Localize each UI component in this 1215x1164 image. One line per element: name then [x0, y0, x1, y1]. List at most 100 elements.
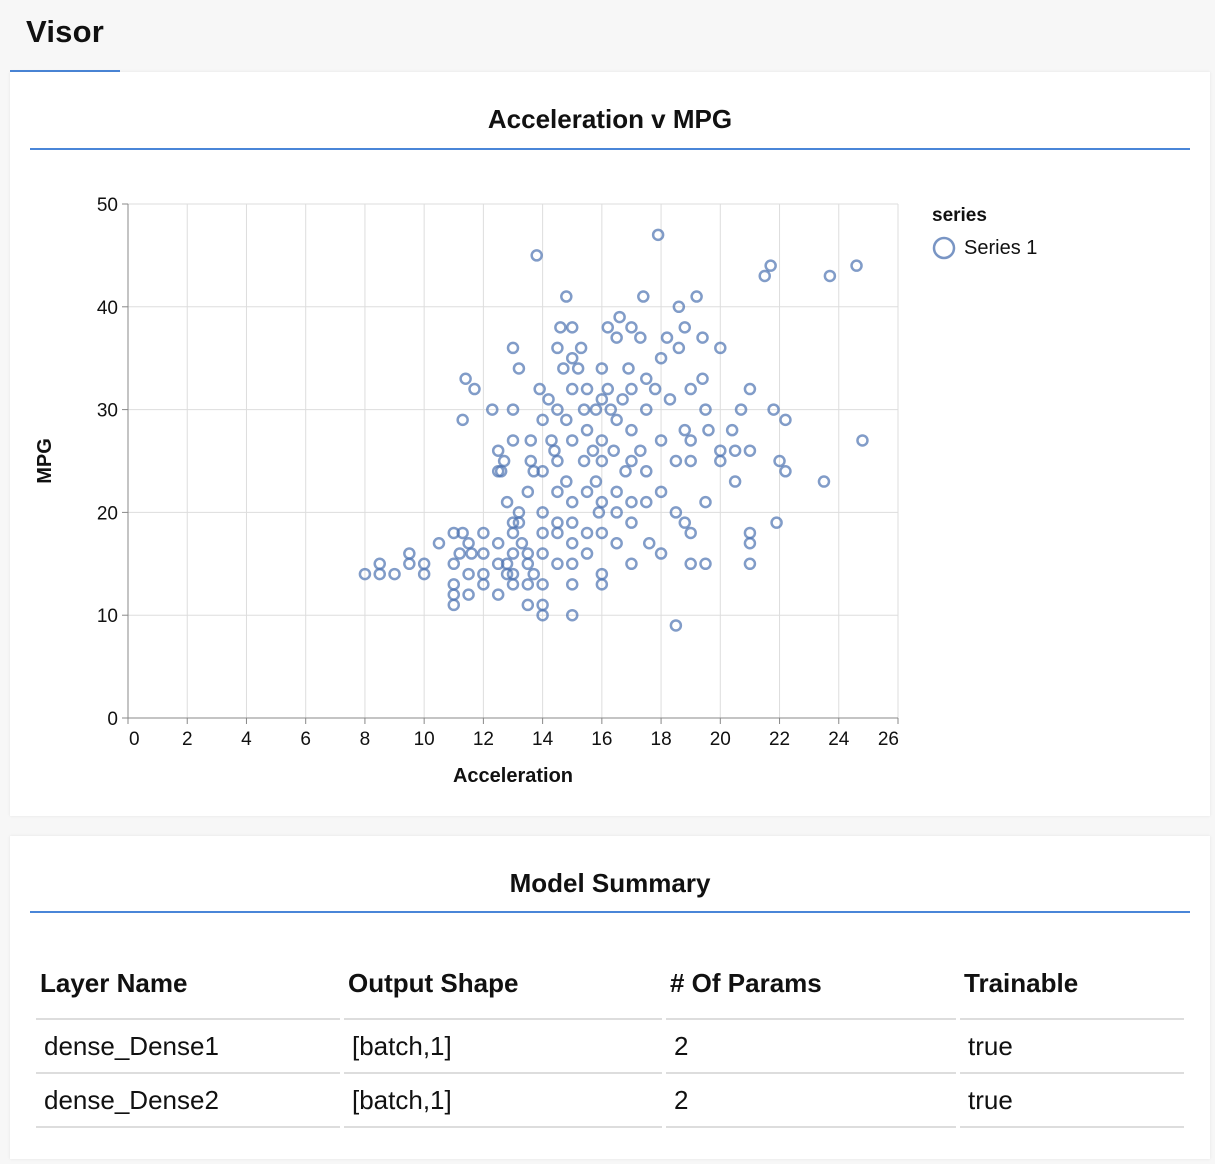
- table-cell: true: [960, 1018, 1184, 1072]
- scatter-point: [580, 526, 594, 540]
- column-header: # Of Params: [670, 967, 822, 998]
- scatter-point: [672, 300, 686, 314]
- scatter-point: [506, 403, 520, 416]
- x-tick-label: 16: [591, 729, 612, 750]
- chart-title-underline: [30, 148, 1190, 150]
- scatter-point: [651, 228, 665, 242]
- scatter-point: [604, 403, 617, 416]
- scatter-point: [690, 290, 703, 303]
- scatter-point: [856, 434, 869, 447]
- scatter-point: [625, 423, 638, 437]
- scatter-point: [678, 423, 692, 437]
- column-header: Trainable: [964, 967, 1079, 998]
- scatter-point: [521, 547, 535, 560]
- scatter-point: [358, 567, 372, 581]
- scatter-point: [500, 495, 514, 509]
- x-tick-label: 10: [414, 729, 435, 750]
- scatter-point: [610, 485, 623, 499]
- scatter-point: [601, 321, 615, 334]
- x-tick-label: 18: [651, 729, 672, 750]
- x-tick-label: 26: [878, 729, 899, 750]
- scatter-point: [634, 331, 647, 344]
- scatter-point: [779, 465, 792, 478]
- scatter-point: [447, 598, 461, 612]
- scatter-point: [850, 259, 863, 272]
- scatter-point: [595, 578, 609, 591]
- scatter-point: [743, 536, 757, 550]
- scatter-point: [565, 557, 579, 571]
- legend-symbol: [932, 236, 956, 260]
- scatter-point: [637, 290, 650, 303]
- scatter-point: [548, 444, 561, 457]
- x-tick-label: 14: [532, 729, 554, 750]
- scatter-point: [714, 341, 727, 355]
- scatter-point: [648, 382, 662, 396]
- scatter-point: [536, 506, 549, 519]
- y-tick-label: 30: [97, 401, 118, 422]
- scatter-point: [373, 557, 386, 571]
- y-tick-label: 10: [97, 606, 118, 627]
- model-summary-card: Model Summary Layer Name Output Shape # …: [10, 836, 1210, 1159]
- scatter-point: [497, 454, 511, 468]
- scatter-point: [610, 536, 623, 550]
- scatter-point: [477, 547, 490, 560]
- scatter-point: [542, 393, 555, 406]
- x-axis-title: Acceleration: [453, 765, 573, 787]
- scatter-point: [554, 321, 567, 334]
- scatter-point: [595, 434, 609, 447]
- scatter-point: [456, 526, 469, 540]
- scatter-point: [663, 393, 677, 406]
- scatter-point: [565, 321, 579, 334]
- y-axis-title: MPG: [34, 438, 56, 484]
- scatter-point: [560, 413, 573, 427]
- scatter-point: [515, 536, 529, 550]
- scatter-point: [560, 475, 573, 488]
- x-tick-label: 0: [129, 729, 140, 750]
- scatter-point: [595, 495, 609, 509]
- scatter-point: [465, 547, 478, 560]
- scatter-point: [530, 249, 543, 262]
- scatter-point: [642, 536, 656, 550]
- scatter-point: [506, 526, 520, 540]
- scatter-point: [684, 434, 697, 447]
- y-tick-label: 40: [97, 298, 118, 319]
- scatter-point: [551, 557, 564, 571]
- scatter-point: [678, 516, 692, 529]
- scatter-point: [589, 403, 603, 416]
- scatter-point: [506, 547, 520, 560]
- model-summary-table: Layer Name Output Shape # Of Params Trai…: [32, 948, 1188, 1128]
- scatter-point: [388, 567, 401, 581]
- scatter-point: [619, 465, 632, 478]
- column-header: Layer Name: [40, 967, 188, 998]
- scatter-point: [521, 578, 535, 591]
- scatter-point: [580, 485, 594, 499]
- scatter-point: [773, 454, 786, 468]
- scatter-point: [625, 454, 638, 468]
- scatter-point: [613, 310, 626, 324]
- scatter-point: [823, 269, 837, 283]
- x-tick-label: 6: [300, 729, 311, 750]
- scatter-point: [524, 434, 538, 447]
- scatter-point: [586, 444, 600, 457]
- scatter-point: [601, 382, 615, 396]
- scatter-point: [506, 434, 520, 447]
- scatter-point: [625, 382, 638, 396]
- scatter-point: [660, 331, 674, 344]
- scatter-point: [527, 567, 540, 581]
- scatter-point: [536, 578, 549, 591]
- scatter-point: [625, 495, 638, 509]
- scatter-point: [728, 444, 742, 457]
- scatter-point: [571, 362, 585, 375]
- scatter-chart: 0 2 4 6 8 10 12 14 16 18 20 22 24 2601020304050Accele…: [34, 195, 1037, 787]
- tab-label: Visor: [26, 14, 104, 49]
- scatter-point: [491, 444, 505, 457]
- scatter-point: [764, 259, 777, 272]
- scatter-point: [551, 526, 564, 540]
- scatter-point: [403, 557, 416, 571]
- tab-visor[interactable]: Visor: [10, 14, 120, 72]
- scatter-point: [654, 351, 668, 365]
- scatter-point: [551, 341, 564, 355]
- scatter-point: [595, 362, 609, 375]
- scatter-point: [580, 382, 594, 396]
- scatter-point: [577, 454, 591, 468]
